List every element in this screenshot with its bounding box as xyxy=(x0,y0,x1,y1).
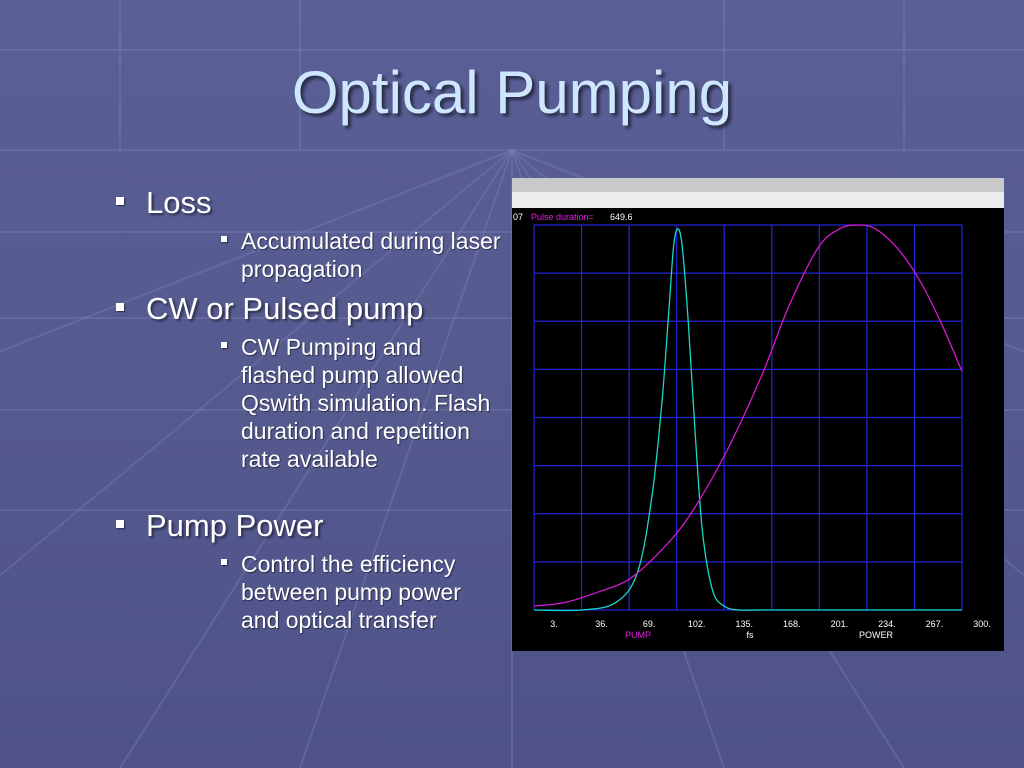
bullet-text: Loss xyxy=(146,185,212,220)
sub-bullet-text: Accumulated during laser propagation xyxy=(241,228,501,282)
bullet-pump-type: CW or Pulsed pump xyxy=(116,291,424,327)
legend-power: POWER xyxy=(859,630,894,640)
x-tick-label: 234. xyxy=(878,619,896,629)
x-axis-unit: fs xyxy=(746,630,754,640)
plot-grid xyxy=(533,224,963,611)
x-tick-label: 300. xyxy=(973,619,991,629)
simulation-screenshot: 07 Pulse duration= 649.6 3. 36. 69. 102. 135… xyxy=(512,178,1004,651)
x-tick-label: 36. xyxy=(595,619,608,629)
sub-bullet-loss: Accumulated during laser propagation xyxy=(221,227,501,283)
square-bullet-icon xyxy=(221,559,227,565)
square-bullet-icon xyxy=(221,342,227,348)
slide-title: Optical Pumping xyxy=(291,59,733,126)
legend-pump: PUMP xyxy=(625,630,651,640)
window-toolbar xyxy=(512,192,1004,208)
screenshot-panel xyxy=(512,178,1004,651)
sub-bullet-text: Control the efficiency between pump powe… xyxy=(241,551,461,633)
x-tick-label: 69. xyxy=(643,619,656,629)
x-tick-label: 3. xyxy=(550,619,558,629)
sub-bullet-pump-type: CW Pumping and flashed pump allowed Qswi… xyxy=(221,333,501,473)
bullet-pump-power: Pump Power xyxy=(116,508,324,544)
x-tick-label: 168. xyxy=(783,619,801,629)
power-curve xyxy=(533,224,963,607)
square-bullet-icon xyxy=(116,197,124,205)
sub-bullet-text: CW Pumping and flashed pump allowed Qswi… xyxy=(241,334,491,472)
square-bullet-icon xyxy=(221,236,227,242)
sub-bullet-pump-power: Control the efficiency between pump powe… xyxy=(221,550,501,634)
pulse-duration-label: Pulse duration= xyxy=(531,212,594,222)
window-titlebar xyxy=(512,178,1004,192)
bullet-text: CW or Pulsed pump xyxy=(146,291,424,326)
x-tick-label: 267. xyxy=(926,619,944,629)
square-bullet-icon xyxy=(116,520,124,528)
bullet-text: Pump Power xyxy=(146,508,324,543)
pump-curve xyxy=(533,228,962,612)
pulse-duration-value: 649.6 xyxy=(610,212,633,222)
header-fragment: 07 xyxy=(513,212,523,222)
square-bullet-icon xyxy=(116,303,124,311)
x-tick-label: 102. xyxy=(688,619,706,629)
x-axis-ticks: 3. 36. 69. 102. 135. 168. 201. 234. 267. 300. xyxy=(550,619,991,629)
x-tick-label: 135. xyxy=(735,619,753,629)
x-tick-label: 201. xyxy=(831,619,849,629)
bullet-loss: Loss xyxy=(116,185,212,221)
